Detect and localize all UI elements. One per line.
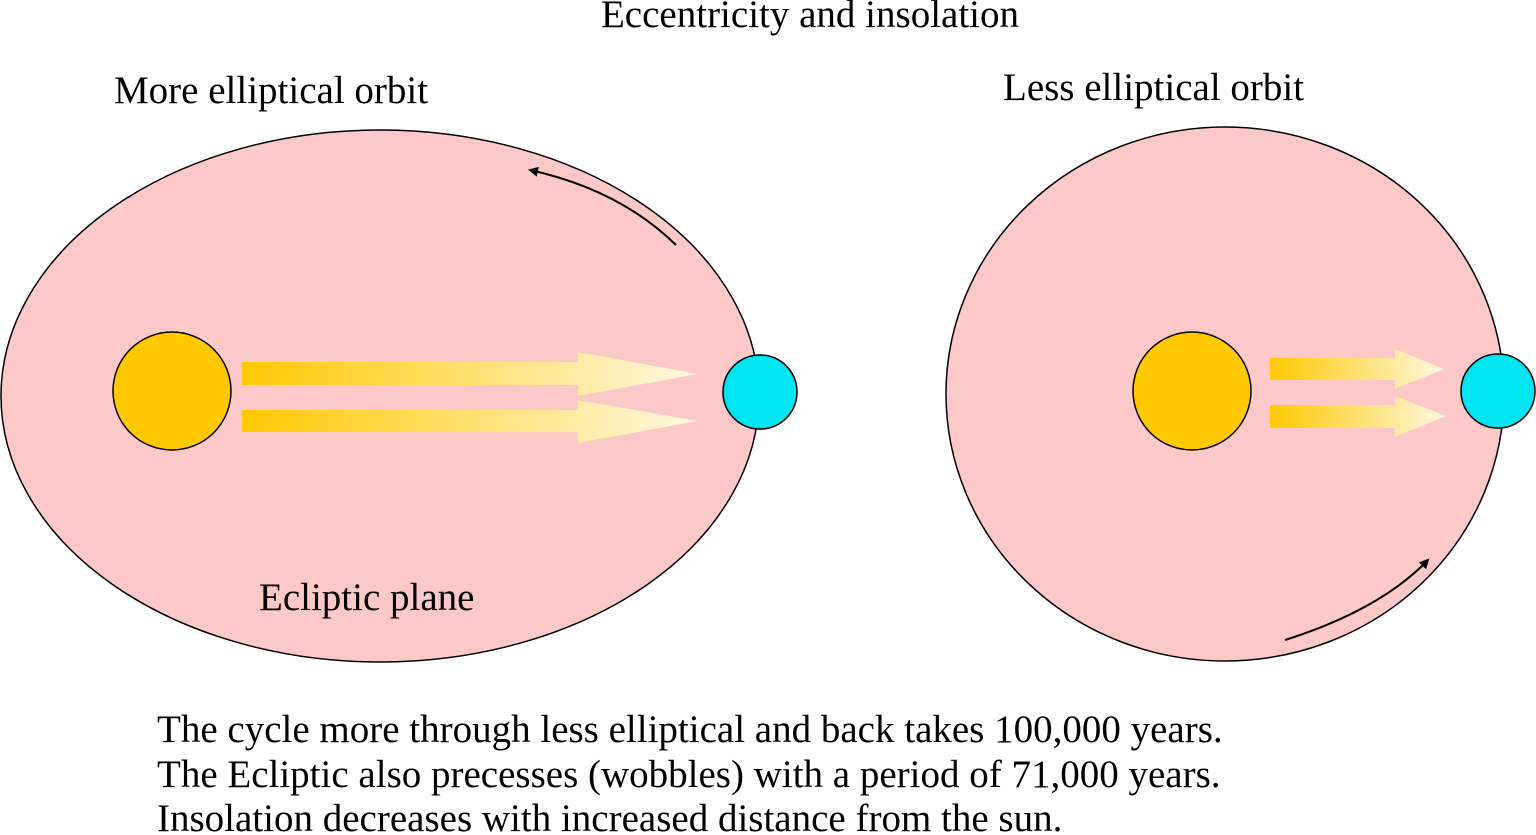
orbit-label: Less elliptical orbit bbox=[1003, 66, 1304, 109]
orbit-direction bbox=[528, 166, 677, 246]
orbit-label: More elliptical orbit bbox=[114, 69, 428, 112]
sun bbox=[112, 331, 232, 451]
orbit-direction bbox=[1284, 558, 1430, 641]
sun-ray bbox=[1270, 349, 1444, 389]
sun-ray bbox=[242, 400, 698, 443]
sun-ray bbox=[1270, 396, 1446, 437]
title: Eccentricity and insolation bbox=[601, 0, 1019, 36]
sun-ray bbox=[242, 352, 698, 396]
earth bbox=[1460, 353, 1536, 429]
sun bbox=[1132, 331, 1252, 451]
note: Insolation decreases with increased dist… bbox=[157, 797, 1062, 835]
note: The cycle more through less elliptical a… bbox=[157, 708, 1223, 751]
earth bbox=[722, 354, 798, 430]
plane-label: Ecliptic plane bbox=[259, 576, 475, 619]
note: The Ecliptic also precesses (wobbles) wi… bbox=[157, 753, 1221, 796]
